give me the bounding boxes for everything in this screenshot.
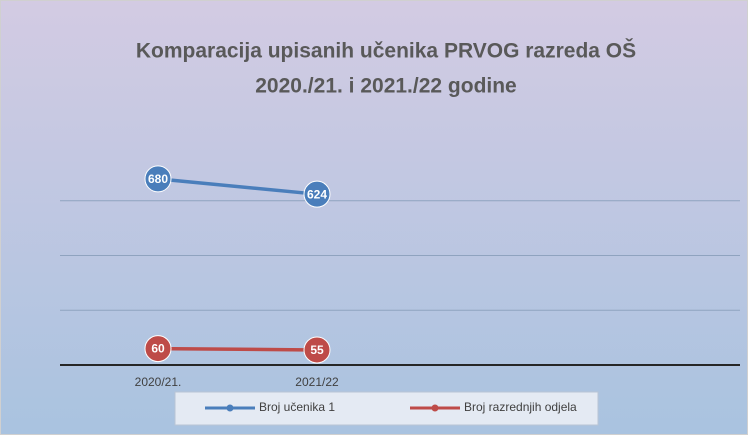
series-line	[157, 346, 318, 352]
data-point	[144, 335, 172, 363]
data-label: 60	[151, 342, 165, 356]
data-point	[144, 165, 172, 193]
chart-title: 2020./21. i 2021./22 godine	[255, 75, 517, 98]
legend-marker	[431, 404, 439, 412]
legend-label: Broj razrednjih odjela	[464, 400, 577, 414]
data-point	[303, 180, 331, 208]
series-line	[157, 177, 318, 196]
legend-label: Broj učenika 1	[259, 400, 335, 414]
x-tick-label: 2021/22	[295, 375, 339, 389]
data-label: 680	[148, 172, 168, 186]
legend-marker	[226, 404, 234, 412]
data-point	[303, 336, 331, 364]
chart-title: Komparacija upisanih učenika PRVOG razre…	[136, 39, 636, 63]
data-label: 624	[307, 187, 327, 201]
x-tick-label: 2020/21.	[135, 375, 182, 389]
data-label: 55	[310, 343, 324, 357]
